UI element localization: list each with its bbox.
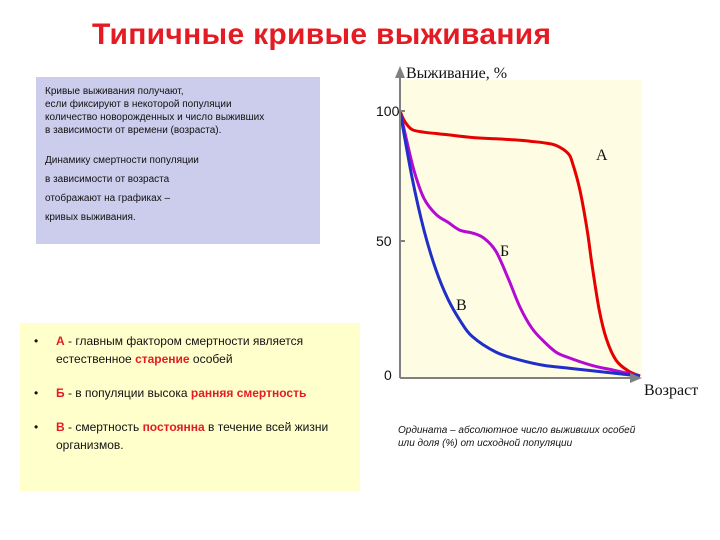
survival-chart: 100 50 0 Выживание, % Возраст А Б В	[376, 65, 698, 399]
note-highlight: постоянна	[142, 420, 205, 434]
note-highlight: старение	[135, 352, 190, 366]
curve-label: А	[596, 147, 608, 164]
note-text: - главным фактором смертности является е…	[56, 334, 304, 366]
x-axis-label: Возраст	[644, 382, 698, 399]
bullet-icon: •	[34, 386, 39, 400]
note-item: • А - главным фактором смертности являет…	[34, 332, 352, 368]
note-text: - в популяции высока	[64, 386, 191, 400]
note-text: - смертность	[64, 420, 143, 434]
notes-box: • А - главным фактором смертности являет…	[20, 323, 360, 491]
curve-b-line	[398, 110, 641, 378]
y-tick-label: 0	[384, 367, 392, 383]
y-axis-arrow	[395, 66, 405, 78]
curve-key: Б	[56, 386, 65, 400]
info-box: Кривые выживания получают, если фиксирую…	[36, 77, 320, 244]
curve-label: В	[456, 297, 467, 314]
note-highlight: ранняя смертность	[190, 386, 307, 400]
y-axis-label: Выживание, %	[406, 65, 507, 82]
note-text: особей	[189, 352, 233, 366]
bullet-icon: •	[34, 420, 39, 434]
info-paragraph: Кривые выживания получают, если фиксирую…	[45, 86, 265, 136]
curve-c-line	[398, 110, 641, 378]
info-paragraph: Динамику смертности популяции в зависимо…	[45, 155, 199, 223]
y-tick-label: 50	[376, 233, 392, 249]
note-item: • В - смертность постоянна в течение все…	[34, 418, 352, 454]
curve-a-line	[398, 110, 641, 378]
slide-title: Типичные кривые выживания	[92, 18, 552, 51]
plot-area	[400, 80, 642, 378]
curve-label: Б	[500, 243, 509, 260]
curve-key: В	[56, 420, 65, 434]
curve-layer	[398, 110, 641, 378]
note-item: • Б - в популяции высока ранняя смертнос…	[34, 384, 352, 402]
curve-key: А	[56, 334, 65, 348]
chart-caption: Ордината – абсолютное число выживших осо…	[398, 425, 636, 449]
note-text: в течение всей жизни организмов.	[56, 420, 329, 452]
x-axis-arrow	[630, 373, 642, 383]
y-tick-label: 100	[376, 103, 400, 119]
bullet-icon: •	[34, 334, 39, 348]
